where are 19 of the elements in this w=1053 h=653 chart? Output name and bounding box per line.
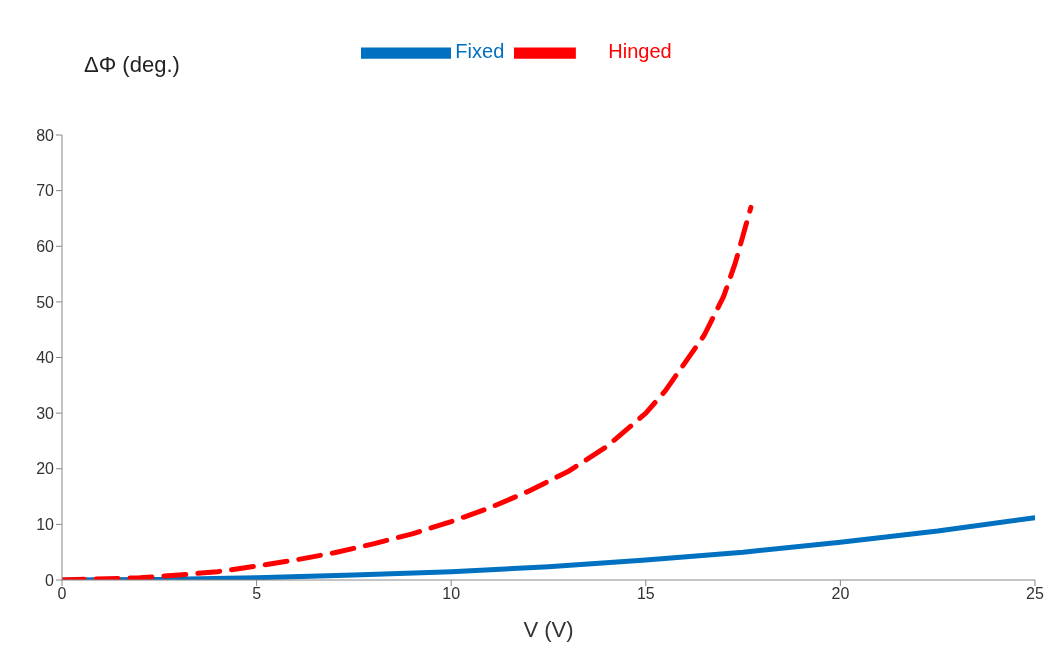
y-tick-label: 20 <box>36 460 55 478</box>
y-axis-title: ΔΦ (deg.) <box>84 52 180 78</box>
legend-label: Hinged <box>608 40 672 63</box>
y-tick-label: 60 <box>36 237 55 255</box>
y-tick-label: 30 <box>36 404 55 422</box>
x-tick-label: 10 <box>442 585 461 603</box>
x-tick-label: 15 <box>636 585 655 603</box>
legend-label: Fixed <box>455 40 505 63</box>
y-tick-label: 10 <box>36 516 55 534</box>
x-tick-label: 0 <box>57 585 67 603</box>
y-tick-label: 80 <box>36 126 55 144</box>
x-tick-label: 5 <box>252 585 262 603</box>
x-axis-title: V (V) <box>523 617 574 642</box>
y-tick-label: 70 <box>36 182 55 200</box>
x-tick-label: 25 <box>1026 585 1044 603</box>
y-tick-label: 40 <box>36 349 55 367</box>
x-tick-label: 20 <box>831 585 850 603</box>
y-tick-label: 50 <box>36 293 55 311</box>
y-tick-label: 0 <box>45 571 55 589</box>
